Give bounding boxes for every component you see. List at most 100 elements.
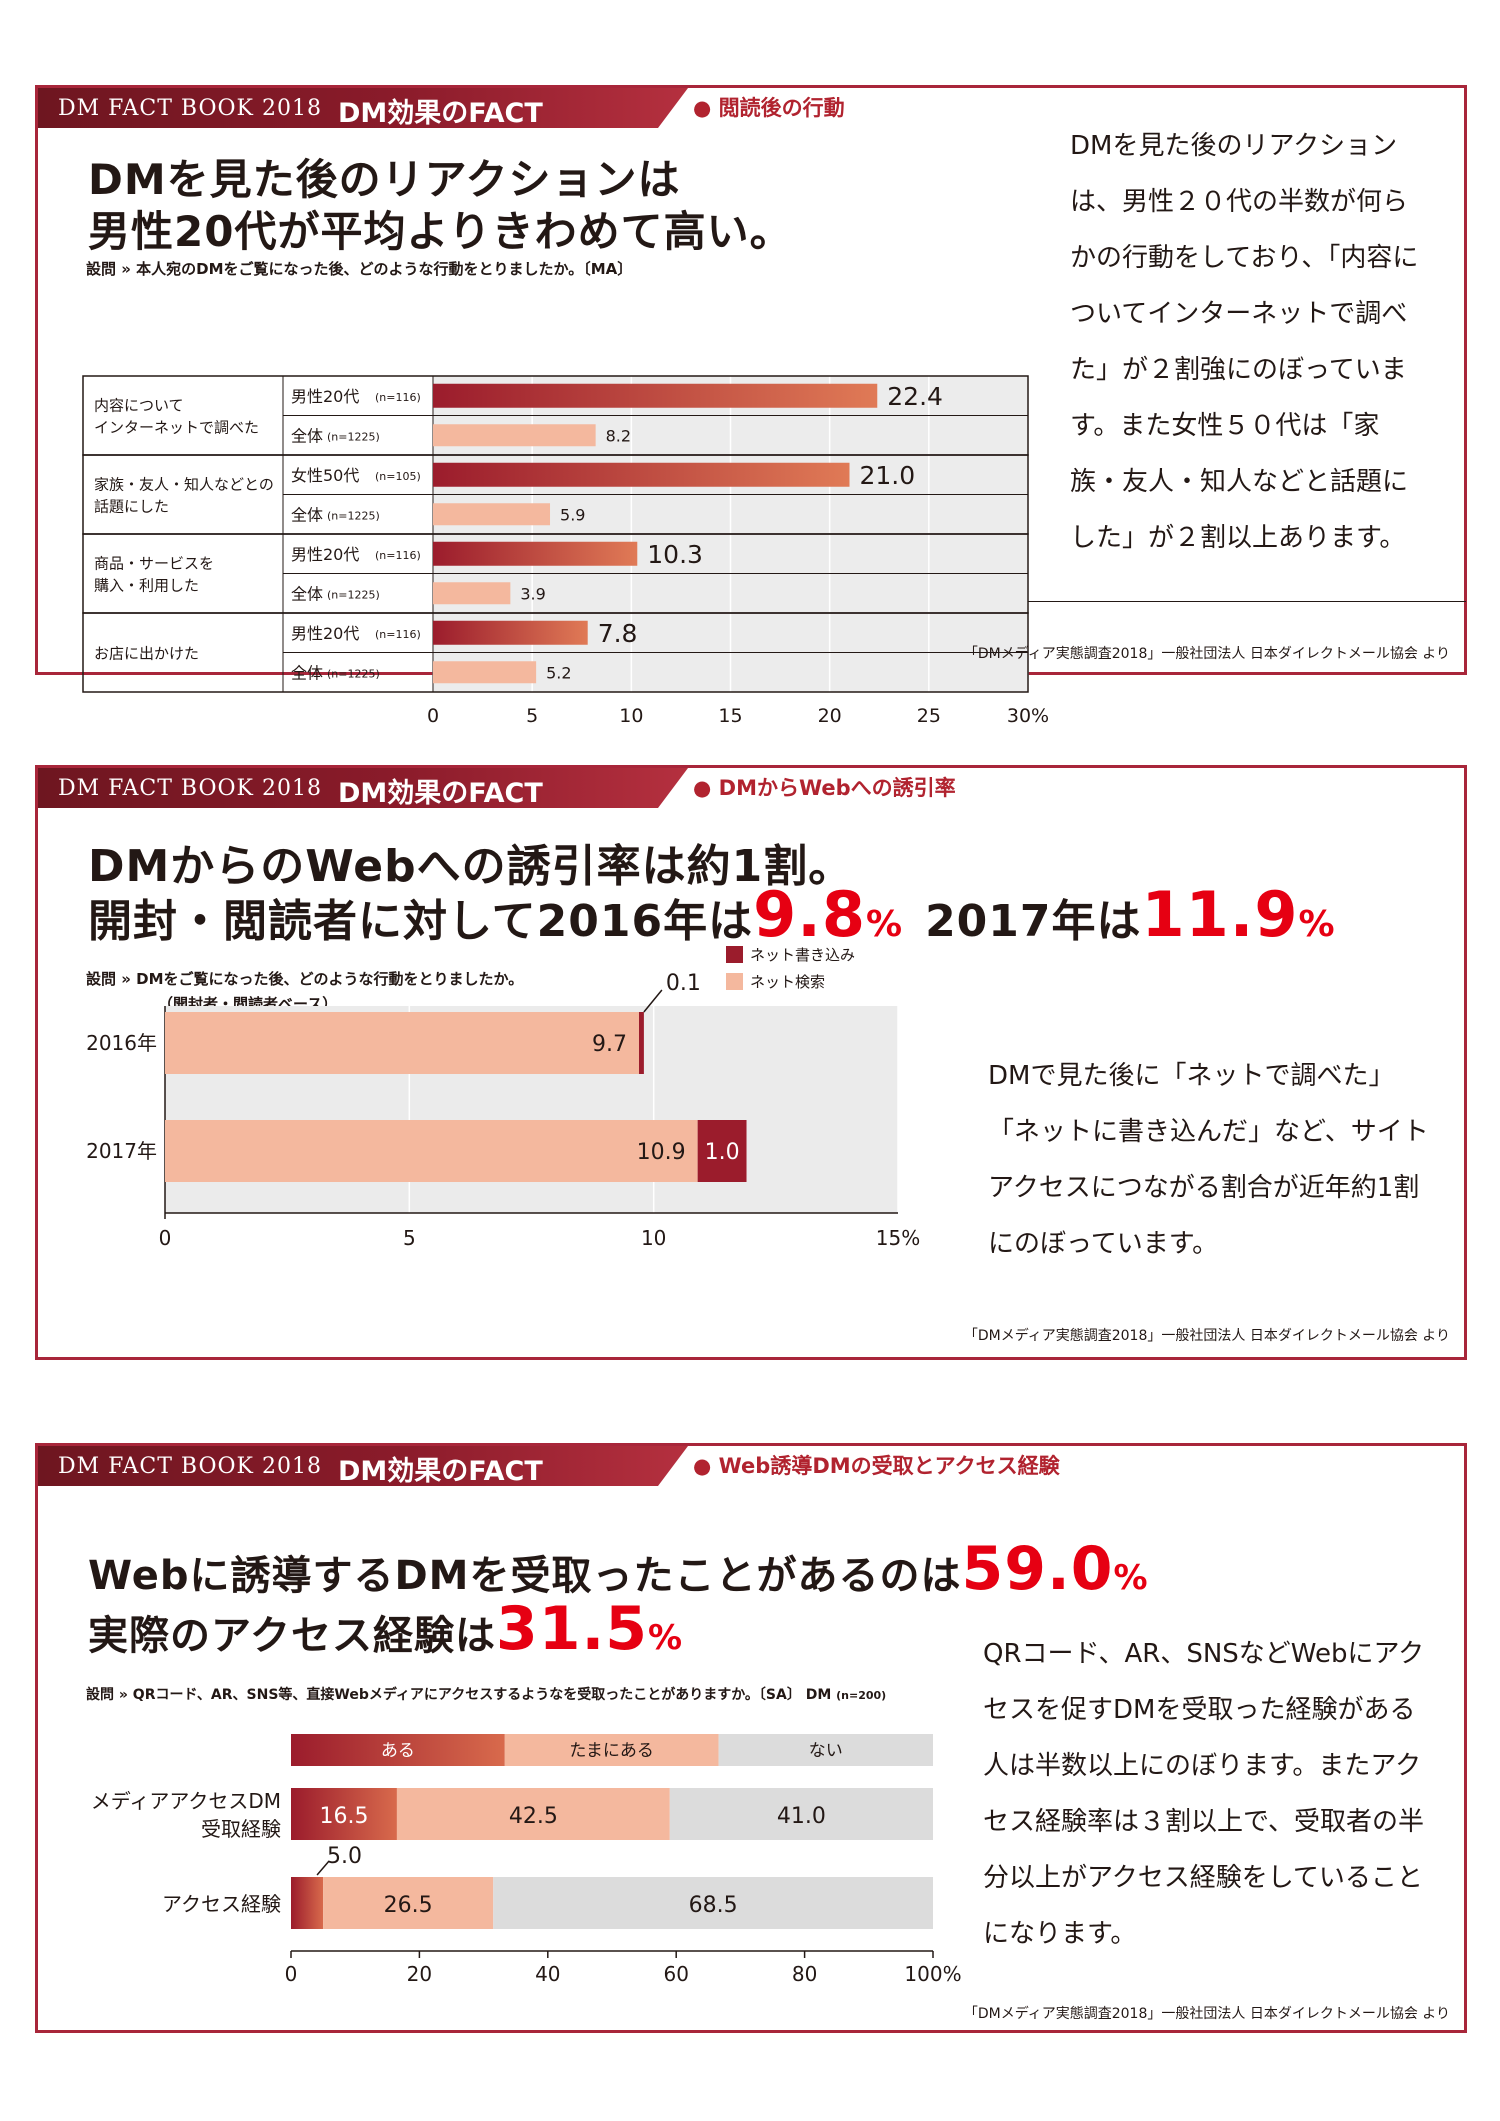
topic-tag: ● Web誘導DMの受取とアクセス経験 (693, 1454, 1060, 1478)
panel-header-band: DM FACT BOOK 2018 DM効果のFACT (38, 88, 688, 128)
source-note: 「DMメディア実態調査2018」一般社団法人 日本ダイレクトメール協会 より (963, 2006, 1450, 2022)
data-label: 8.2 (606, 426, 631, 445)
stack-segment (639, 1012, 644, 1074)
headline-value-access: 31.5 (496, 1594, 649, 1664)
category-label: メディアアクセスDM (91, 1789, 281, 1813)
legend-label: ネット検索 (750, 973, 825, 991)
data-label: 22.4 (887, 382, 943, 411)
bar-n: (n=1225) (327, 588, 380, 601)
bullet-dot-icon: ● (693, 1454, 719, 1478)
bullet-dot-icon: ● (693, 96, 719, 120)
stack-segment (165, 1120, 698, 1182)
section-title: DM効果のFACT (338, 778, 543, 809)
data-bar (433, 541, 638, 566)
x-tick-label: 5 (403, 1226, 416, 1250)
x-tick-label: 5 (526, 705, 538, 727)
topic-tag: ● DMからWebへの誘引率 (693, 776, 956, 800)
category-label: 2016年 (86, 1031, 157, 1055)
data-label: 5.0 (327, 1844, 362, 1869)
x-tick-label: 0 (427, 705, 439, 727)
percent-sign: % (1113, 1558, 1149, 1598)
stack-segment (396, 1788, 670, 1840)
x-tick-label: 15% (876, 1226, 920, 1250)
headline-value-received: 59.0 (961, 1534, 1114, 1604)
category-label: 2017年 (86, 1139, 157, 1163)
legend-label: ある (381, 1741, 415, 1761)
data-bar (433, 503, 551, 526)
headline-value-2017: 11.9 (1141, 878, 1299, 951)
legend-segment (291, 1734, 505, 1766)
x-tick-label: 40 (535, 1962, 560, 1986)
callout-line (316, 1860, 330, 1876)
bar-n: (n=105) (375, 470, 421, 483)
stack-segment (493, 1877, 933, 1929)
category-label: アクセス経験 (162, 1892, 281, 1916)
bar-n: (n=1225) (327, 509, 380, 522)
section-title: DM効果のFACT (338, 98, 543, 129)
panel-reading-action: DM FACT BOOK 2018 DM効果のFACT ● 閲読後の行動 DMを… (35, 85, 1467, 727)
x-tick-label: 20 (407, 1962, 432, 1986)
headline-line2: 開封・閲読者に対して2016年は9.8% 2017年は11.9% (88, 878, 1336, 951)
legend-segment (718, 1734, 933, 1766)
bar-n: (n=116) (375, 628, 421, 641)
data-bar (433, 582, 511, 605)
headline-line2: 実際のアクセス経験は31.5% (88, 1594, 684, 1664)
headline-line1: DMを見た後のリアクションは (88, 155, 681, 204)
panel-header-band: DM FACT BOOK 2018 DM効果のFACT (38, 768, 688, 808)
legend-label: ない (809, 1741, 843, 1761)
data-bar (433, 424, 596, 447)
bar-n: (n=1225) (327, 430, 380, 443)
legend-label: たまにある (569, 1741, 654, 1761)
headline-line1: DMからのWebへの誘引率は約1割。 (88, 841, 854, 892)
group-label: 商品・サービスを (94, 555, 214, 573)
data-label: 10.9 (637, 1140, 686, 1165)
section-title: DM効果のFACT (338, 1456, 543, 1487)
data-bar (433, 383, 878, 408)
question-text: 設問 » QRコード、AR、SNS等、直接Webメディアにアクセスするようなを受… (86, 1687, 887, 1703)
panel-web-dm-access: DM FACT BOOK 2018 DM効果のFACT ● Web誘導DMの受取… (35, 1443, 1467, 2033)
bar-label: 男性20代 (291, 387, 359, 406)
stack-segment (291, 1877, 324, 1929)
stack-segment (323, 1877, 494, 1929)
data-label: 5.9 (560, 505, 585, 524)
x-tick-label: 0 (159, 1226, 172, 1250)
bar-label: 男性20代 (291, 545, 359, 564)
source-note: 「DMメディア実態調査2018」一般社団法人 日本ダイレクトメール協会 より (963, 646, 1450, 662)
book-title: DM FACT BOOK 2018 (58, 776, 322, 801)
headline-value-2016: 9.8 (753, 878, 866, 951)
book-title: DM FACT BOOK 2018 (58, 1454, 322, 1479)
percent-sign: % (865, 904, 904, 945)
question-text: 設問 » 本人宛のDMをご覧になった後、どのような行動をとりましたか。〔MA〕 (86, 260, 633, 278)
bar-n: (n=116) (375, 391, 421, 404)
side-description: DMを見た後のリアクションは、男性２０代の半数が何らかの行動をしており、「内容に… (1070, 131, 1419, 553)
x-tick-label: 10 (641, 1226, 666, 1250)
data-label: 10.3 (647, 540, 703, 569)
category-label: 受取経験 (201, 1817, 281, 1841)
bullet-dot-icon: ● (693, 776, 719, 800)
data-label: 21.0 (860, 461, 916, 490)
percent-sign: % (1298, 904, 1336, 945)
x-tick-label: 15 (718, 705, 742, 727)
x-tick-label: 80 (792, 1962, 817, 1986)
data-label: 9.7 (592, 1032, 627, 1057)
side-description: DMで見た後に「ネットで調べた」「ネットに書き込んだ」など、サイトアクセスにつな… (988, 1061, 1429, 1259)
data-label: 7.8 (598, 619, 638, 648)
source-note: 「DMメディア実態調査2018」一般社団法人 日本ダイレクトメール協会 より (963, 1328, 1450, 1344)
bar-label: 全体 (291, 505, 323, 524)
data-label: 16.5 (319, 1804, 368, 1829)
stack-segment (165, 1012, 640, 1074)
panel-header-band: DM FACT BOOK 2018 DM効果のFACT (38, 1446, 688, 1486)
data-bar (433, 620, 588, 645)
x-tick-label: 100% (904, 1962, 961, 1986)
bar-label: 全体 (291, 426, 323, 445)
headline-line2: 男性20代が平均よりきわめて高い。 (88, 207, 793, 256)
stack-segment (291, 1788, 397, 1840)
stack-segment (697, 1120, 747, 1182)
group-label: 購入・利用した (94, 577, 199, 595)
data-label: 1.0 (705, 1140, 740, 1165)
legend-swatch (726, 946, 743, 963)
group-label: 内容について (94, 397, 184, 415)
